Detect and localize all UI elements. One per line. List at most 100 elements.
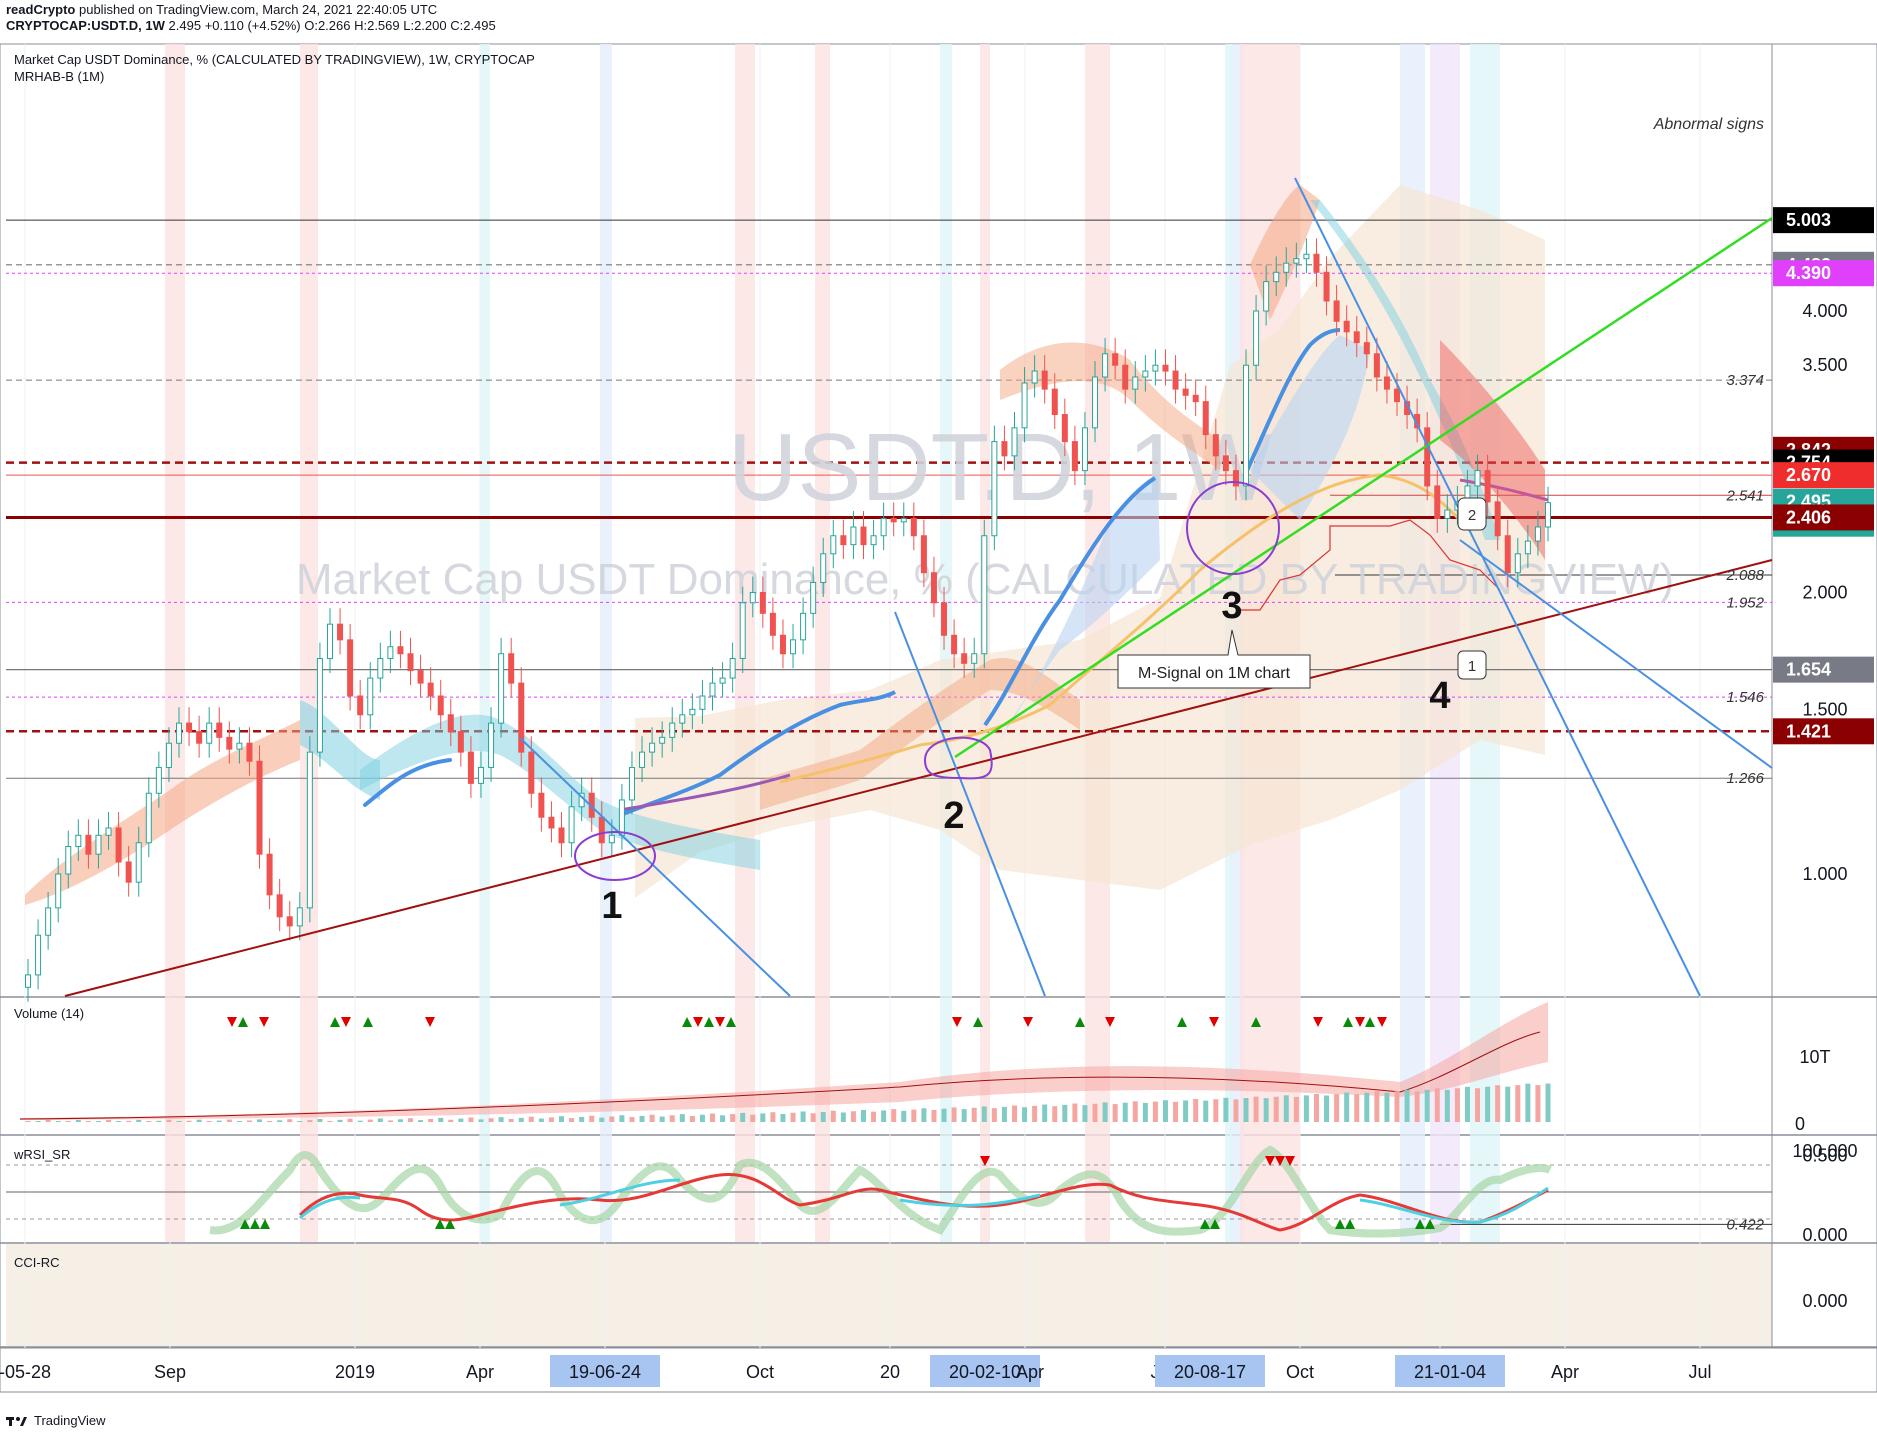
volume-bar: [810, 1113, 816, 1122]
volume-bar: [1122, 1102, 1128, 1122]
candle: [206, 707, 213, 758]
price-tick: 3.500: [1802, 355, 1847, 375]
volume-bar: [971, 1107, 977, 1122]
volume-bar: [1404, 1089, 1410, 1122]
candle: [659, 721, 666, 758]
volume-bar: [1283, 1095, 1289, 1122]
candle: [981, 519, 988, 669]
rsi-sell-icon: [1275, 1156, 1285, 1166]
candle: [115, 812, 122, 877]
candle-body: [357, 695, 364, 716]
candle: [1494, 485, 1501, 551]
candle: [286, 900, 293, 941]
level-note: 0.422: [1726, 1216, 1764, 1233]
candle: [920, 519, 927, 588]
price-label-text: 1.421: [1786, 721, 1831, 741]
candle: [1142, 355, 1149, 392]
candle: [417, 654, 424, 698]
abnormal-signs-label: Abnormal signs: [1653, 116, 1764, 133]
candle: [75, 819, 82, 861]
candle: [1333, 285, 1340, 336]
author[interactable]: readCrypto: [6, 2, 76, 17]
volume-bar: [710, 1113, 716, 1122]
blue-ma-line: [1243, 328, 1341, 476]
price-label: 2.670: [1773, 462, 1874, 489]
candle-body: [1142, 370, 1149, 378]
candle: [1545, 486, 1551, 542]
tradingview-logo[interactable]: TradingView: [6, 1413, 106, 1428]
blue-trendline: [1294, 177, 1701, 997]
down-signal-icon: [1209, 1017, 1219, 1027]
volume-bar: [559, 1116, 565, 1122]
candle-body: [1051, 388, 1058, 416]
volume-bar: [377, 1118, 383, 1122]
candle-body: [377, 658, 384, 679]
candle-body: [477, 766, 484, 784]
candle: [316, 642, 323, 767]
price-tick: 2.000: [1802, 583, 1847, 603]
down-signal-icon: [952, 1017, 962, 1027]
volume-bar: [981, 1106, 987, 1122]
m-signal-line: [1240, 519, 1501, 611]
candle: [1021, 367, 1028, 443]
symbol[interactable]: CRYPTOCAP:USDT.D, 1W: [6, 18, 165, 33]
candle: [508, 637, 515, 698]
volume-bar: [1102, 1102, 1108, 1122]
candle: [1092, 361, 1099, 443]
price-label: 4.390: [1773, 260, 1874, 287]
volume-bar: [1152, 1101, 1158, 1122]
level-note: 2.541: [1725, 487, 1764, 504]
time-axis-label: -05-28: [0, 1362, 51, 1382]
candle: [1303, 238, 1310, 274]
volume-bar: [1344, 1092, 1350, 1122]
volume-bar: [629, 1117, 635, 1122]
volume-bar: [1183, 1100, 1189, 1122]
wrsi-title[interactable]: wRSI_SR: [14, 1147, 71, 1162]
time-axis-label: Oct: [1286, 1362, 1314, 1382]
candle: [961, 637, 968, 678]
volume-bar: [1112, 1104, 1118, 1122]
candle-body: [1041, 370, 1048, 390]
volume-axis-label: 0: [1795, 1114, 1805, 1134]
candle: [649, 727, 656, 767]
rsi-axis-label: 100.000: [1792, 1141, 1857, 1161]
volume-bar: [649, 1114, 655, 1122]
candle-body: [397, 646, 404, 655]
volume-bar: [126, 1120, 132, 1122]
candle-body: [1353, 331, 1360, 344]
blue-trendline: [894, 611, 1046, 997]
candle-body: [719, 677, 726, 684]
volume-bar: [1505, 1086, 1511, 1122]
rsi-buy-icon: [240, 1219, 250, 1229]
candle: [880, 502, 887, 551]
candle: [35, 919, 42, 990]
mini-label-box: [1457, 650, 1487, 680]
indicator-title[interactable]: MRHAB-B (1M): [14, 69, 105, 84]
candle: [1394, 373, 1401, 417]
candle: [890, 502, 897, 537]
candle: [45, 891, 52, 950]
volume-cloud: [20, 1002, 1548, 1120]
volume-bar: [458, 1118, 464, 1122]
candle-body: [266, 853, 273, 896]
candle-body: [880, 517, 887, 537]
cci-title[interactable]: CCI-RC: [14, 1255, 60, 1270]
volume-bar: [146, 1121, 152, 1122]
candle-body: [558, 827, 565, 844]
time-axis-label: 21-01-04: [1414, 1362, 1486, 1382]
candle-body: [1504, 535, 1511, 574]
volume-bar: [367, 1119, 373, 1122]
candle: [1313, 238, 1320, 287]
candle: [820, 537, 827, 597]
candle: [971, 637, 978, 678]
candle: [689, 693, 696, 730]
candle: [175, 707, 182, 758]
candle-body: [608, 834, 615, 844]
brand-name: TradingView: [34, 1413, 106, 1428]
candle: [498, 637, 505, 738]
candle: [951, 619, 958, 669]
rsi-buy-icon: [1345, 1219, 1355, 1229]
volume-title[interactable]: Volume (14): [14, 1006, 85, 1021]
volume-bar: [639, 1115, 645, 1122]
